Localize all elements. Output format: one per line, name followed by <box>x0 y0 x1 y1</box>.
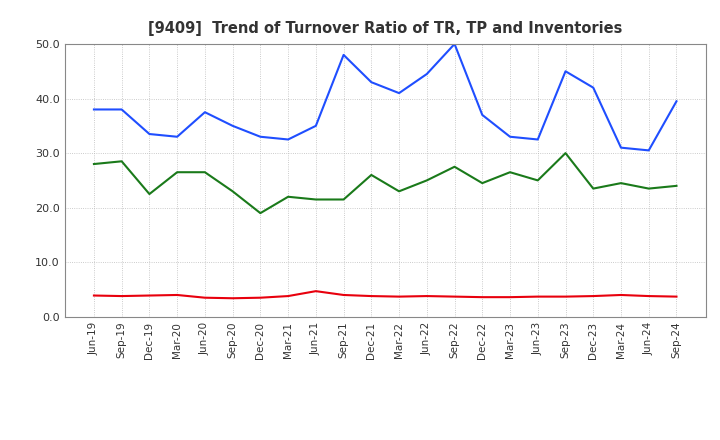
Trade Payables <box>89 107 98 112</box>
Trade Receivables <box>89 293 98 298</box>
Trade Payables <box>117 107 126 112</box>
Trade Receivables <box>478 294 487 300</box>
Trade Payables <box>367 80 376 85</box>
Trade Receivables <box>450 294 459 299</box>
Trade Payables <box>616 145 625 150</box>
Inventories <box>450 164 459 169</box>
Trade Receivables <box>284 293 292 299</box>
Trade Payables <box>534 137 542 142</box>
Trade Receivables <box>201 295 210 301</box>
Trade Payables <box>228 123 237 128</box>
Trade Payables <box>145 132 154 137</box>
Inventories <box>145 191 154 197</box>
Inventories <box>312 197 320 202</box>
Trade Receivables <box>367 293 376 299</box>
Trade Receivables <box>117 293 126 299</box>
Inventories <box>561 150 570 156</box>
Inventories <box>173 169 181 175</box>
Inventories <box>534 178 542 183</box>
Trade Payables <box>450 41 459 47</box>
Inventories <box>256 210 265 216</box>
Trade Receivables <box>644 293 653 299</box>
Inventories <box>284 194 292 199</box>
Trade Receivables <box>423 293 431 299</box>
Trade Payables <box>395 91 403 96</box>
Trade Payables <box>505 134 514 139</box>
Trade Receivables <box>589 293 598 299</box>
Trade Receivables <box>672 294 681 299</box>
Inventories <box>117 159 126 164</box>
Inventories <box>644 186 653 191</box>
Trade Receivables <box>616 292 625 297</box>
Inventories <box>478 180 487 186</box>
Trade Payables <box>339 52 348 58</box>
Trade Payables <box>589 85 598 90</box>
Inventories <box>505 169 514 175</box>
Inventories <box>423 178 431 183</box>
Inventories <box>672 183 681 188</box>
Trade Payables <box>423 71 431 77</box>
Trade Payables <box>312 123 320 128</box>
Title: [9409]  Trend of Turnover Ratio of TR, TP and Inventories: [9409] Trend of Turnover Ratio of TR, TP… <box>148 21 622 36</box>
Trade Receivables <box>145 293 154 298</box>
Trade Receivables <box>312 289 320 294</box>
Inventories <box>616 180 625 186</box>
Trade Payables <box>201 110 210 115</box>
Trade Receivables <box>228 296 237 301</box>
Trade Payables <box>561 69 570 74</box>
Inventories <box>589 186 598 191</box>
Trade Receivables <box>256 295 265 301</box>
Trade Receivables <box>395 294 403 299</box>
Inventories <box>339 197 348 202</box>
Inventories <box>367 172 376 178</box>
Line: Trade Payables: Trade Payables <box>94 44 677 150</box>
Inventories <box>89 161 98 167</box>
Trade Payables <box>173 134 181 139</box>
Trade Payables <box>644 148 653 153</box>
Inventories <box>201 169 210 175</box>
Inventories <box>228 189 237 194</box>
Trade Receivables <box>534 294 542 299</box>
Line: Trade Receivables: Trade Receivables <box>94 291 677 298</box>
Trade Payables <box>284 137 292 142</box>
Inventories <box>395 189 403 194</box>
Trade Receivables <box>339 292 348 297</box>
Legend: Trade Receivables, Trade Payables, Inventories: Trade Receivables, Trade Payables, Inven… <box>174 437 597 440</box>
Trade Payables <box>256 134 265 139</box>
Trade Payables <box>672 99 681 104</box>
Trade Receivables <box>505 294 514 300</box>
Line: Inventories: Inventories <box>94 153 677 213</box>
Trade Payables <box>478 112 487 117</box>
Trade Receivables <box>173 292 181 297</box>
Trade Receivables <box>561 294 570 299</box>
